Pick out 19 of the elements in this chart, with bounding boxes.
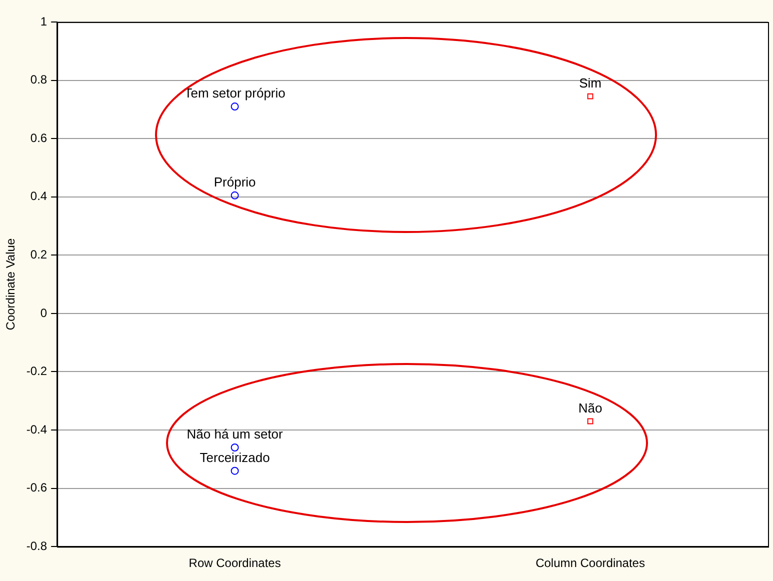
y-tick-label: 0.8 bbox=[30, 72, 48, 87]
y-tick-label: -0.4 bbox=[26, 422, 48, 436]
annotation: Não há um setor bbox=[186, 426, 284, 442]
y-tick-label: 1 bbox=[40, 14, 48, 28]
y-axis-title: Coordinate Value bbox=[4, 238, 18, 330]
annotation: Não bbox=[578, 400, 602, 416]
y-tick-label: -0.6 bbox=[26, 480, 48, 495]
y-tick-label: -0.8 bbox=[26, 538, 48, 553]
annotation: Próprio bbox=[214, 174, 256, 190]
y-tick-label: 0.6 bbox=[30, 130, 48, 145]
x-tick-label: Row Coordinates bbox=[188, 556, 281, 570]
y-tick-label: 0.2 bbox=[30, 247, 48, 262]
x-tick-label: Column Coordinates bbox=[536, 556, 645, 570]
annotation: Terceirizado bbox=[200, 450, 270, 465]
y-tick-label: 0 bbox=[40, 306, 48, 320]
y-tick-label: -0.2 bbox=[26, 364, 48, 378]
annotation: Tem setor próprio bbox=[184, 86, 286, 101]
annotation: Sim bbox=[579, 75, 602, 90]
y-tick-label: 0.4 bbox=[30, 189, 48, 204]
